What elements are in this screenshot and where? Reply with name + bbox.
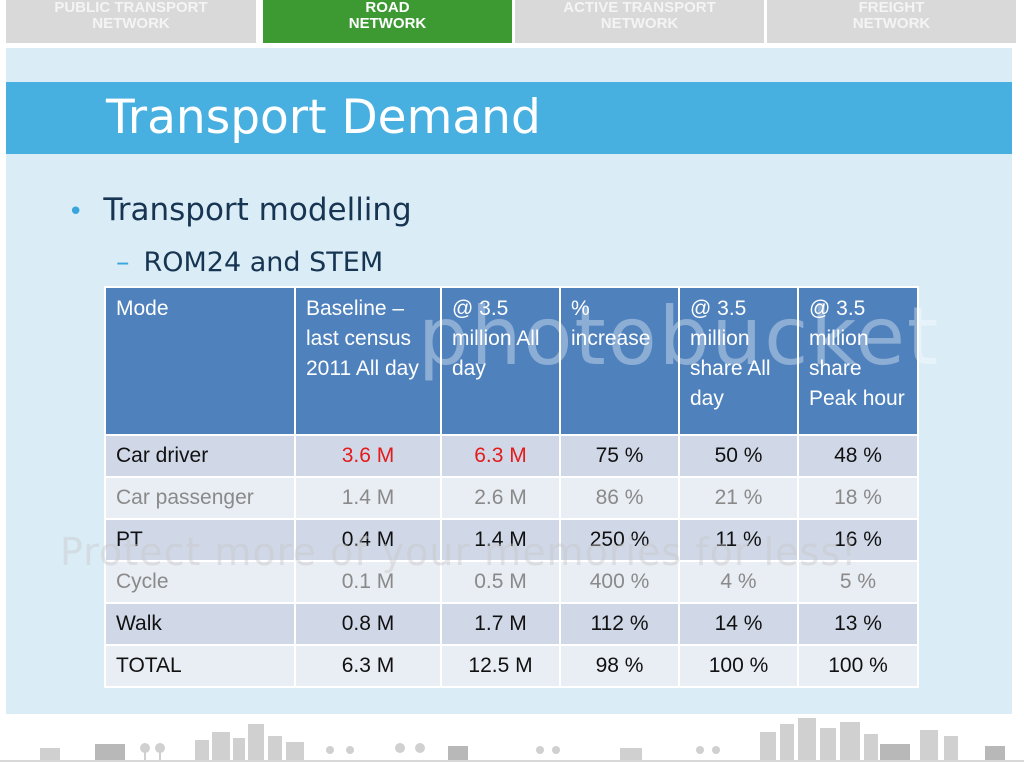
table-cell: 100 %: [797, 644, 919, 688]
table-row: Walk 0.8 M 1.7 M 112 % 14 % 13 %: [104, 602, 919, 646]
table-cell: 75 %: [559, 434, 680, 478]
table-cell: 3.6 M: [294, 434, 442, 478]
table-cell: 250 %: [559, 518, 680, 562]
mode-cell: Car driver: [104, 434, 296, 478]
table-cell: 6.3 M: [440, 434, 561, 478]
table-cell: 21 %: [678, 476, 799, 520]
dash-icon: –: [116, 247, 130, 278]
city-skyline-decoration: [0, 714, 1024, 766]
table-cell: 0.1 M: [294, 560, 442, 604]
table-cell: 18 %: [797, 476, 919, 520]
table-header-row: Mode Baseline – last census 2011 All day…: [104, 286, 919, 436]
header-mode: Mode: [104, 286, 296, 436]
table-cell: 13 %: [797, 602, 919, 646]
table-row: PT 0.4 M 1.4 M 250 % 11 % 16 %: [104, 518, 919, 562]
table-cell: 100 %: [678, 644, 799, 688]
slide-title: Transport Demand: [106, 90, 541, 145]
table-cell: 112 %: [559, 602, 680, 646]
header-all-day: @ 3.5 million All day: [440, 286, 561, 436]
table-cell: 6.3 M: [294, 644, 442, 688]
table-cell: 1.4 M: [294, 476, 442, 520]
mode-cell: Walk: [104, 602, 296, 646]
table-cell: 2.6 M: [440, 476, 561, 520]
tab-public-transport-network[interactable]: PUBLIC TRANSPORT NETWORK: [6, 0, 256, 43]
demand-table: Mode Baseline – last census 2011 All day…: [104, 286, 919, 688]
sub-bullet-text: ROM24 and STEM: [143, 247, 384, 278]
tab-freight-network[interactable]: FREIGHT NETWORK: [767, 0, 1016, 43]
table-cell: 5 %: [797, 560, 919, 604]
header-increase: % increase: [559, 286, 680, 436]
header-share-all-day: @ 3.5 million share All day: [678, 286, 799, 436]
sub-bullet-point: – ROM24 and STEM: [116, 246, 383, 280]
table-cell: 1.7 M: [440, 602, 561, 646]
table-cell: 0.5 M: [440, 560, 561, 604]
table-cell: 16 %: [797, 518, 919, 562]
table-cell: 86 %: [559, 476, 680, 520]
mode-cell: Cycle: [104, 560, 296, 604]
bullet-text: Transport modelling: [103, 192, 412, 228]
table-cell: 98 %: [559, 644, 680, 688]
table-cell: 11 %: [678, 518, 799, 562]
title-bar: Transport Demand: [6, 82, 1012, 154]
table-cell: 400 %: [559, 560, 680, 604]
mode-cell: Car passenger: [104, 476, 296, 520]
header-share-peak: @ 3.5 million share Peak hour: [797, 286, 919, 436]
mode-cell: PT: [104, 518, 296, 562]
table-cell: 48 %: [797, 434, 919, 478]
table-cell: 0.4 M: [294, 518, 442, 562]
table-cell: 50 %: [678, 434, 799, 478]
top-nav: PUBLIC TRANSPORT NETWORK ROAD NETWORK AC…: [6, 0, 1016, 44]
table-cell: 4 %: [678, 560, 799, 604]
table-row: Car passenger 1.4 M 2.6 M 86 % 21 % 18 %: [104, 476, 919, 520]
table-row: Car driver 3.6 M 6.3 M 75 % 50 % 48 %: [104, 434, 919, 478]
tab-active-transport-network[interactable]: ACTIVE TRANSPORT NETWORK: [515, 0, 764, 43]
mode-cell: TOTAL: [104, 644, 296, 688]
header-baseline: Baseline – last census 2011 All day: [294, 286, 442, 436]
table-cell: 1.4 M: [440, 518, 561, 562]
table-row: Cycle 0.1 M 0.5 M 400 % 4 % 5 %: [104, 560, 919, 604]
bullet-point: • Transport modelling: [68, 190, 412, 232]
bullet-dot-icon: •: [68, 197, 84, 227]
table-row: TOTAL 6.3 M 12.5 M 98 % 100 % 100 %: [104, 644, 919, 688]
table-cell: 14 %: [678, 602, 799, 646]
table-cell: 12.5 M: [440, 644, 561, 688]
table-cell: 0.8 M: [294, 602, 442, 646]
tab-road-network[interactable]: ROAD NETWORK: [263, 0, 512, 43]
